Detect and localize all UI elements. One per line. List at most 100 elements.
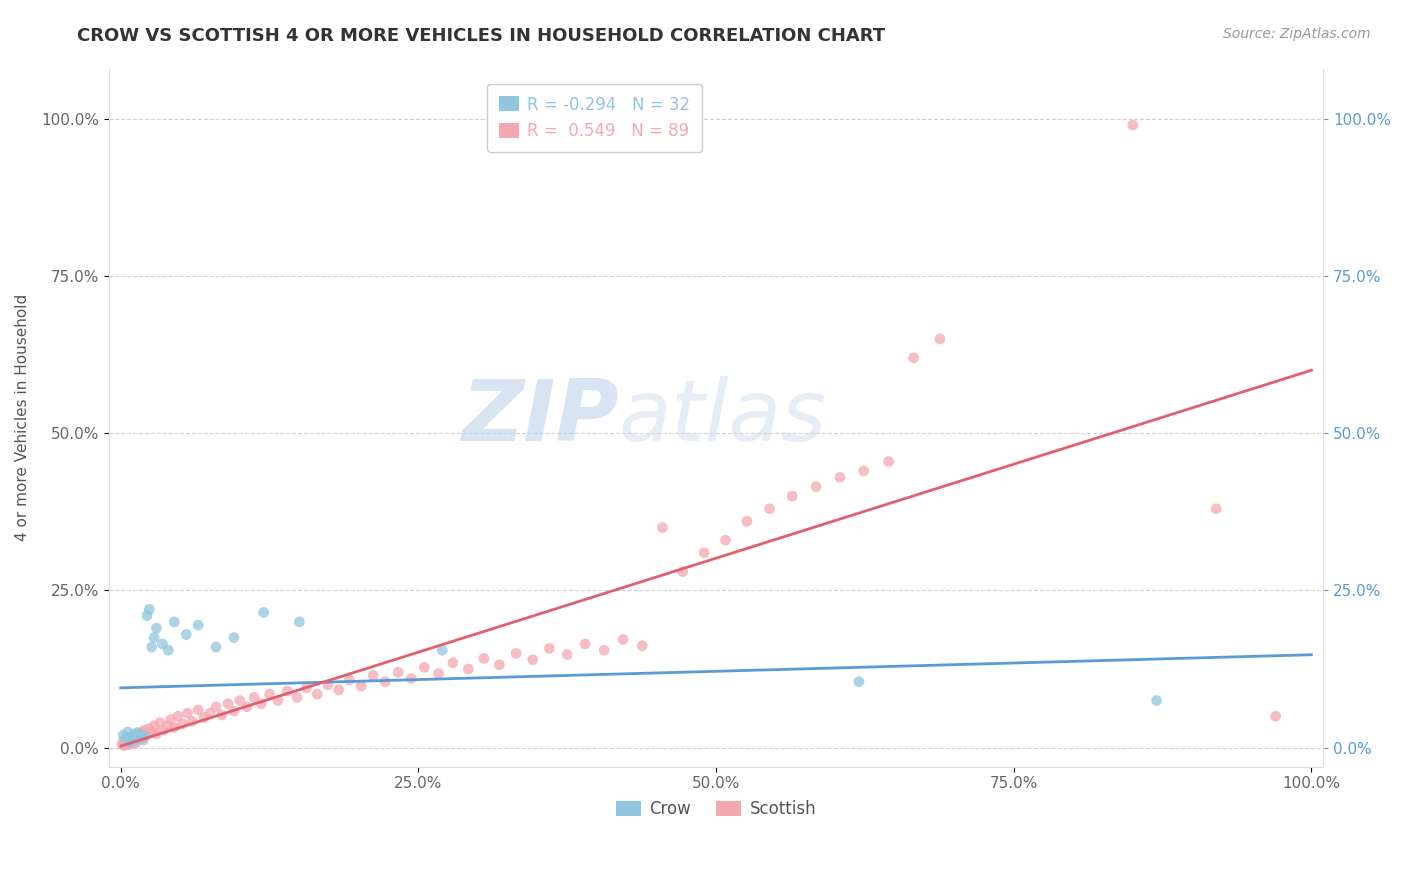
Point <box>122 727 145 741</box>
Point <box>522 653 544 667</box>
Point <box>122 730 145 744</box>
Point <box>141 640 163 654</box>
Point <box>181 714 204 729</box>
Point <box>111 738 134 752</box>
Point <box>120 736 142 750</box>
Point <box>143 631 166 645</box>
Point <box>612 632 634 647</box>
Point <box>132 733 155 747</box>
Point <box>593 643 616 657</box>
Point <box>145 621 167 635</box>
Point <box>117 725 139 739</box>
Point <box>1122 118 1144 132</box>
Point <box>134 730 156 744</box>
Point <box>152 723 174 737</box>
Y-axis label: 4 or more Vehicles in Household: 4 or more Vehicles in Household <box>15 294 30 541</box>
Point <box>427 666 450 681</box>
Point <box>316 678 339 692</box>
Point <box>112 739 135 753</box>
Point <box>114 731 136 746</box>
Point <box>250 697 273 711</box>
Point <box>267 693 290 707</box>
Point <box>131 725 153 739</box>
Point <box>574 637 596 651</box>
Point <box>124 736 146 750</box>
Point <box>672 565 695 579</box>
Point <box>128 731 150 746</box>
Point <box>118 734 141 748</box>
Point <box>848 674 870 689</box>
Legend: Crow, Scottish: Crow, Scottish <box>609 793 823 824</box>
Point <box>163 615 186 629</box>
Point <box>488 657 510 672</box>
Point <box>877 454 900 468</box>
Point <box>198 706 221 720</box>
Text: atlas: atlas <box>619 376 827 459</box>
Point <box>121 733 143 747</box>
Point <box>295 681 318 695</box>
Text: CROW VS SCOTTISH 4 OR MORE VEHICLES IN HOUSEHOLD CORRELATION CHART: CROW VS SCOTTISH 4 OR MORE VEHICLES IN H… <box>77 27 886 45</box>
Point <box>112 734 135 748</box>
Point <box>714 533 737 548</box>
Point <box>172 716 194 731</box>
Point <box>243 690 266 705</box>
Point <box>174 627 197 641</box>
Point <box>1146 693 1168 707</box>
Point <box>138 722 160 736</box>
Point <box>149 715 172 730</box>
Point <box>125 729 148 743</box>
Point <box>129 728 152 742</box>
Point <box>145 727 167 741</box>
Point <box>472 651 495 665</box>
Point <box>758 501 780 516</box>
Point <box>124 731 146 745</box>
Point <box>127 725 149 739</box>
Point <box>288 615 311 629</box>
Point <box>117 733 139 747</box>
Point <box>128 732 150 747</box>
Point <box>441 656 464 670</box>
Point <box>131 731 153 746</box>
Point <box>903 351 925 365</box>
Point <box>735 514 758 528</box>
Point <box>538 641 561 656</box>
Point <box>167 709 190 723</box>
Point <box>852 464 875 478</box>
Point <box>187 703 209 717</box>
Point <box>229 693 252 707</box>
Point <box>176 706 198 720</box>
Point <box>112 728 135 742</box>
Point <box>134 723 156 737</box>
Point <box>120 730 142 744</box>
Point <box>193 710 215 724</box>
Point <box>118 738 141 752</box>
Point <box>651 520 673 534</box>
Point <box>157 643 180 657</box>
Point <box>222 631 245 645</box>
Point <box>136 728 159 742</box>
Point <box>928 332 950 346</box>
Point <box>1205 501 1227 516</box>
Point <box>361 668 384 682</box>
Point <box>205 699 228 714</box>
Point <box>252 606 274 620</box>
Point <box>631 639 654 653</box>
Point <box>259 687 281 701</box>
Point <box>337 673 360 687</box>
Point <box>187 618 209 632</box>
Point <box>156 719 179 733</box>
Point <box>127 728 149 742</box>
Point <box>222 704 245 718</box>
Point <box>205 640 228 654</box>
Point <box>1264 709 1286 723</box>
Point <box>374 674 396 689</box>
Point <box>399 672 422 686</box>
Text: ZIP: ZIP <box>461 376 619 459</box>
Point <box>285 690 308 705</box>
Point <box>129 730 152 744</box>
Point <box>236 699 259 714</box>
Point <box>693 546 716 560</box>
Point <box>211 708 233 723</box>
Point <box>307 687 329 701</box>
Point <box>115 737 138 751</box>
